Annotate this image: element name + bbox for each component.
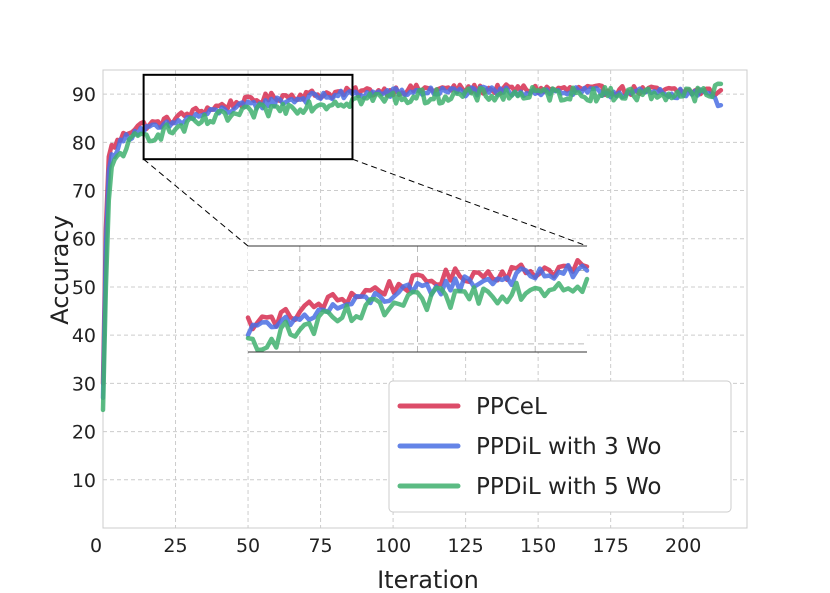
zoom-connector-right [352,158,588,247]
y-tick-label: 80 [72,132,96,154]
legend-label-1: PPCeL [476,394,547,420]
zoom-region-rect [142,73,354,161]
y-tick-label: 90 [72,84,96,106]
x-tick-label: 125 [447,535,483,557]
legend-box [388,380,732,513]
inset-series-line-3 [245,276,590,353]
x-axis-label: Iteration [377,566,479,593]
x-tick-label: 200 [665,535,701,557]
inset-zoom-plot [245,245,590,353]
legend: PPCeL PPDiL with 3 Wo PPDiL with 5 Wo [388,380,732,513]
y-tick-label: 40 [72,325,96,347]
y-tick-label: 60 [72,229,96,251]
inset-series-line-1 [245,257,590,332]
series-lines [100,81,724,413]
y-tick-label: 70 [72,181,96,203]
inset-series-lines [245,257,590,353]
x-tick-label: 0 [90,535,102,557]
y-tick-label: 10 [72,470,96,492]
inset-series-line-2 [245,262,590,338]
x-tick-label: 75 [308,535,332,557]
x-tick-label: 150 [520,535,556,557]
x-tick-labels: 0 25 50 75 100 125 150 175 200 [90,535,701,557]
y-tick-label: 20 [72,422,96,444]
y-tick-labels: 10 20 30 40 50 60 70 80 90 [72,84,96,492]
x-tick-label: 175 [593,535,629,557]
zoom-connector-left [143,158,249,247]
y-tick-label: 30 [72,373,96,395]
series-line-3 [100,81,724,413]
legend-label-2: PPDiL with 3 Wo [476,434,661,460]
y-axis-label: Accuracy [46,215,74,325]
x-tick-label: 25 [163,535,187,557]
x-tick-label: 100 [375,535,411,557]
x-tick-label: 50 [236,535,260,557]
legend-label-3: PPDiL with 5 Wo [476,474,661,500]
y-tick-label: 50 [72,277,96,299]
